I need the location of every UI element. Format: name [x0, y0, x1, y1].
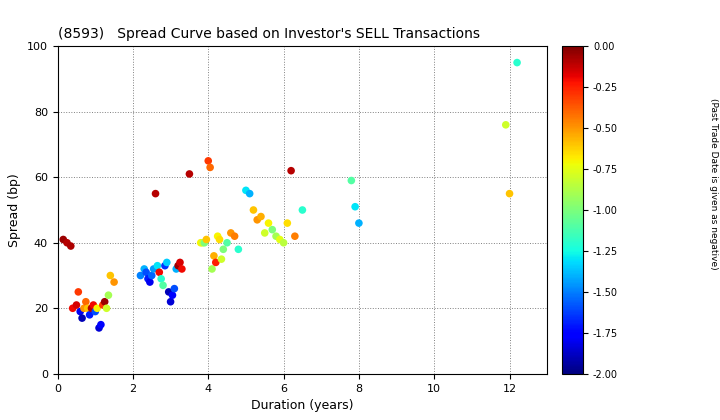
Point: [97, 302, 109, 308]
Point: [197, 239, 208, 246]
Point: [146, 272, 158, 279]
Point: [150, 190, 161, 197]
Point: [163, 289, 174, 295]
Point: [225, 230, 237, 236]
Point: [94, 325, 105, 331]
Point: [148, 265, 159, 272]
Point: [157, 282, 168, 289]
Point: [214, 236, 225, 243]
Point: [95, 321, 107, 328]
Y-axis label: Spread (bp): Spread (bp): [9, 173, 22, 247]
Point: [500, 121, 511, 128]
Point: [73, 289, 84, 295]
Point: [353, 220, 364, 226]
Point: [153, 269, 165, 276]
Point: [65, 243, 76, 249]
Point: [74, 308, 86, 315]
Point: [176, 265, 188, 272]
Point: [504, 190, 516, 197]
Point: [103, 292, 114, 299]
Point: [101, 305, 112, 312]
Point: [297, 207, 308, 213]
Point: [152, 262, 163, 269]
Point: [84, 312, 95, 318]
X-axis label: Duration (years): Duration (years): [251, 399, 354, 412]
Point: [266, 226, 278, 233]
Point: [80, 298, 91, 305]
Point: [88, 302, 99, 308]
Text: (8593)   Spread Curve based on Investor's SELL Transactions: (8593) Spread Curve based on Investor's …: [58, 27, 480, 41]
Point: [76, 315, 88, 321]
Point: [159, 262, 171, 269]
Point: [349, 203, 361, 210]
Point: [184, 171, 195, 177]
Point: [161, 259, 173, 266]
Point: [511, 59, 523, 66]
Point: [251, 216, 263, 223]
Point: [204, 164, 216, 171]
Point: [171, 265, 182, 272]
Point: [156, 276, 167, 282]
Point: [240, 187, 252, 194]
Point: [144, 279, 156, 286]
Point: [270, 233, 282, 239]
Point: [86, 305, 97, 312]
Point: [138, 265, 150, 272]
Point: [82, 305, 94, 312]
Point: [201, 236, 212, 243]
Point: [89, 308, 101, 315]
Point: [199, 239, 210, 246]
Point: [285, 167, 297, 174]
Point: [263, 220, 274, 226]
Point: [206, 265, 217, 272]
Point: [346, 177, 357, 184]
Point: [210, 259, 222, 266]
Point: [195, 239, 207, 246]
Point: [135, 272, 146, 279]
Point: [244, 190, 256, 197]
Point: [289, 233, 301, 239]
Point: [248, 207, 259, 213]
Point: [167, 292, 179, 299]
Point: [71, 302, 82, 308]
Point: [104, 272, 116, 279]
Point: [143, 276, 154, 282]
Point: [108, 279, 120, 286]
Point: [172, 262, 184, 269]
Point: [255, 213, 266, 220]
Point: [61, 239, 73, 246]
Point: [202, 158, 214, 164]
Point: [217, 246, 229, 253]
Point: [140, 269, 152, 276]
Point: [99, 298, 110, 305]
Point: [221, 239, 233, 246]
Point: [168, 285, 180, 292]
Point: [174, 259, 186, 266]
Point: [58, 236, 69, 243]
Point: [67, 305, 78, 312]
Point: [233, 246, 244, 253]
Point: [259, 230, 271, 236]
Point: [78, 305, 90, 312]
Point: [229, 233, 240, 239]
Point: [216, 256, 228, 262]
Point: [278, 239, 289, 246]
Point: [208, 252, 220, 259]
Point: [274, 236, 286, 243]
Point: [165, 298, 176, 305]
Point: [91, 305, 103, 312]
Point: [212, 233, 223, 239]
Text: Time in years between 5/16/2025 and Trade Date
(Past Trade Date is given as nega: Time in years between 5/16/2025 and Trad…: [709, 98, 720, 322]
Point: [282, 220, 293, 226]
